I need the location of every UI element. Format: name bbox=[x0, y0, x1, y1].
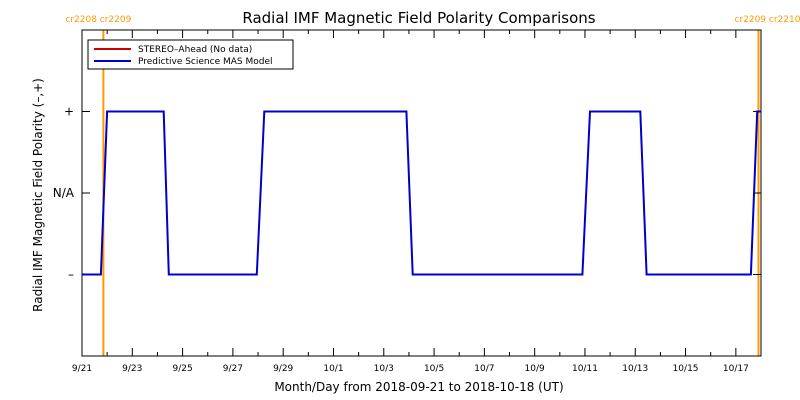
legend-label-0: STEREO–Ahead (No data) bbox=[138, 45, 252, 55]
x-tick-label: 10/1 bbox=[323, 364, 343, 374]
x-tick-label: 10/11 bbox=[572, 364, 598, 374]
x-tick-label: 10/3 bbox=[374, 364, 394, 374]
x-tick-label: 9/27 bbox=[223, 364, 243, 374]
x-axis-ticks: 9/21 9/23 9/25 9/27 9/29 10/1 10/3 10/5 10/7 10/9… bbox=[72, 30, 749, 374]
x-tick-label: 10/5 bbox=[424, 364, 444, 374]
x-tick-label: 9/29 bbox=[273, 364, 293, 374]
series-group bbox=[82, 110, 761, 276]
series-line-1 bbox=[82, 110, 761, 276]
y-tick-label: – bbox=[68, 268, 74, 282]
x-tick-label: 10/13 bbox=[622, 364, 648, 374]
chart-title: Radial IMF Magnetic Field Polarity Compa… bbox=[242, 9, 595, 27]
carrington-marker-label: cr2209 cr2210 bbox=[734, 15, 800, 25]
x-tick-label: 9/25 bbox=[172, 364, 192, 374]
y-tick-label: N/A bbox=[53, 186, 75, 200]
plot-frame bbox=[81, 29, 762, 357]
legend-label-1: Predictive Science MAS Model bbox=[138, 57, 273, 67]
carrington-marker-label: cr2208 cr2209 bbox=[65, 15, 131, 25]
x-tick-label: 10/17 bbox=[723, 364, 749, 374]
x-axis-label: Month/Day from 2018-09-21 to 2018-10-18 … bbox=[274, 380, 563, 394]
x-tick-label: 9/23 bbox=[122, 364, 142, 374]
x-tick-label: 10/9 bbox=[525, 364, 545, 374]
x-tick-label: 9/21 bbox=[72, 364, 92, 374]
legend: STEREO–Ahead (No data) Predictive Science… bbox=[87, 39, 294, 70]
y-axis-ticks: + N/A – bbox=[53, 105, 761, 282]
x-tick-label: 10/15 bbox=[673, 364, 699, 374]
legend-box bbox=[87, 39, 294, 70]
x-tick-label: 10/7 bbox=[474, 364, 494, 374]
y-tick-label: + bbox=[64, 105, 74, 119]
y-axis-label: Radial IMF Magnetic Field Polarity (–,+) bbox=[31, 78, 45, 312]
